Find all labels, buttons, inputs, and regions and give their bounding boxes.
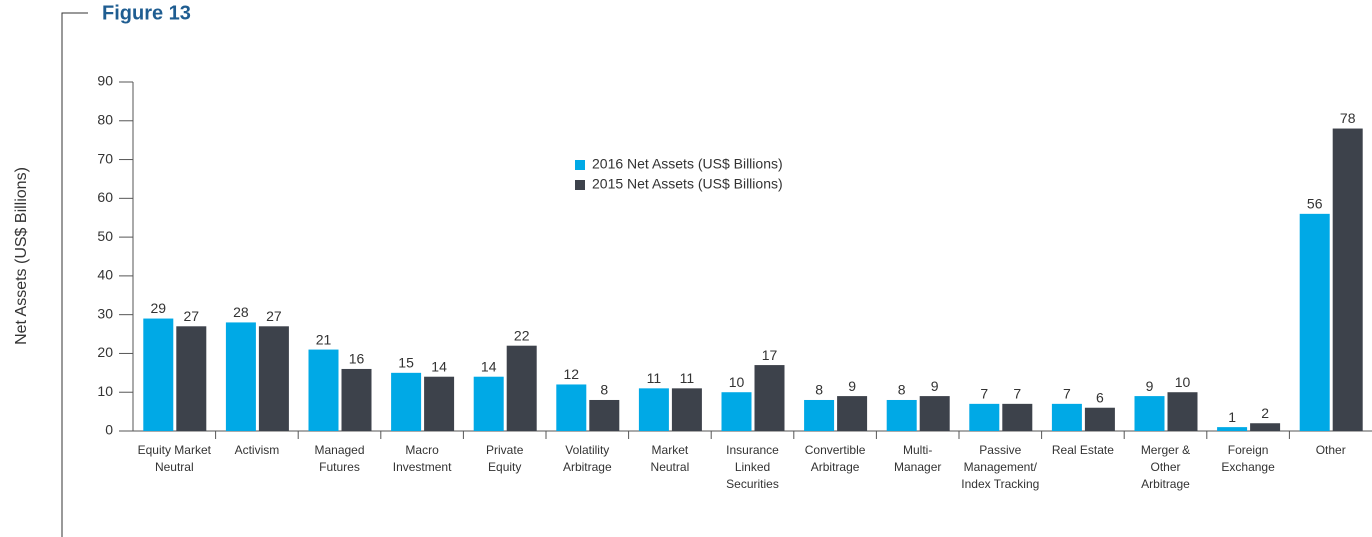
bar [341, 368, 372, 431]
y-tick-label: 40 [97, 267, 113, 283]
data-label: 11 [647, 370, 662, 386]
bar [886, 399, 917, 431]
data-label: 11 [680, 370, 695, 386]
legend-swatch [575, 180, 585, 190]
x-tick-label: Volatility Arbitrage [563, 443, 612, 474]
x-tick-label: Other [1316, 443, 1346, 457]
y-tick-label: 30 [97, 305, 113, 321]
x-tick-label: Activism [235, 443, 280, 457]
y-tick-label: 90 [97, 73, 113, 89]
data-label: 7 [1013, 386, 1021, 402]
data-label: 10 [729, 374, 745, 390]
bar [638, 388, 669, 431]
data-label: 7 [980, 386, 988, 402]
data-label: 27 [184, 308, 200, 324]
bar [1134, 396, 1165, 431]
bar [589, 399, 620, 431]
data-label: 8 [898, 382, 906, 398]
bar [1299, 213, 1330, 431]
data-label: 2 [1261, 405, 1269, 421]
data-label: 6 [1096, 389, 1104, 405]
bar [1167, 392, 1198, 431]
data-label: 29 [151, 300, 167, 316]
x-tick-label: Insurance Linked Securities [726, 443, 779, 491]
bar [754, 365, 785, 431]
data-label: 21 [316, 331, 332, 347]
bar [721, 392, 752, 431]
data-label: 28 [233, 304, 249, 320]
x-tick-label: Real Estate [1052, 443, 1114, 457]
data-label: 9 [931, 378, 939, 394]
bar [1217, 427, 1248, 431]
bar [308, 349, 339, 431]
bar [258, 326, 289, 431]
bar [391, 372, 422, 431]
x-tick-label: Foreign Exchange [1221, 443, 1275, 474]
data-label: 8 [815, 382, 823, 398]
legend-label: 2016 Net Assets (US$ Billions) [592, 156, 783, 172]
y-tick-label: 0 [105, 422, 113, 438]
bar [804, 399, 835, 431]
bar [143, 318, 174, 431]
y-tick-label: 70 [97, 150, 113, 166]
bar [176, 326, 207, 431]
data-label: 14 [481, 358, 497, 374]
x-tick-label: Merger & Other Arbitrage [1141, 443, 1190, 491]
bar [1051, 403, 1082, 431]
data-label: 56 [1307, 196, 1323, 212]
figure-label: Figure 13 [102, 2, 191, 24]
bar [506, 345, 537, 431]
bar [671, 388, 702, 431]
legend-label: 2015 Net Assets (US$ Billions) [592, 176, 783, 192]
bar [225, 322, 256, 431]
data-label: 9 [1146, 378, 1154, 394]
y-tick-label: 10 [97, 383, 113, 399]
bar [1332, 128, 1363, 432]
data-label: 22 [514, 327, 530, 343]
bar [919, 396, 950, 431]
bar [473, 376, 504, 431]
x-tick-label: Private Equity [486, 443, 524, 474]
x-tick-label: Market Neutral [651, 443, 690, 474]
bar [1002, 403, 1033, 431]
bar [1250, 423, 1281, 431]
y-tick-label: 50 [97, 228, 113, 244]
y-tick-label: 60 [97, 189, 113, 205]
x-tick-label: Passive Management/Index Tracking [961, 443, 1039, 491]
data-label: 16 [349, 351, 365, 367]
x-tick-label: Convertible Arbitrage [805, 443, 866, 474]
data-label: 8 [600, 382, 608, 398]
x-tick-label: Managed Futures [314, 443, 364, 474]
data-label: 1 [1228, 409, 1236, 425]
bar [424, 376, 455, 431]
y-tick-label: 20 [97, 344, 113, 360]
data-label: 12 [564, 366, 580, 382]
bar [556, 384, 587, 431]
bar [837, 396, 868, 431]
x-tick-label: Equity Market Neutral [138, 443, 212, 474]
data-label: 10 [1175, 374, 1191, 390]
data-label: 17 [762, 347, 778, 363]
y-axis-label: Net Assets (US$ Billions) [13, 167, 30, 345]
data-label: 15 [398, 355, 414, 371]
y-tick-label: 80 [97, 111, 113, 127]
bar [1084, 407, 1115, 431]
data-label: 9 [848, 378, 856, 394]
data-label: 14 [431, 358, 447, 374]
data-label: 27 [266, 308, 282, 324]
data-label: 7 [1063, 386, 1071, 402]
x-tick-label: Multi-Manager [894, 443, 941, 474]
data-label: 78 [1340, 110, 1356, 126]
bar [969, 403, 1000, 431]
frame-bracket [61, 12, 88, 537]
legend-swatch [575, 160, 585, 170]
x-tick-label: Macro Investment [393, 443, 452, 474]
